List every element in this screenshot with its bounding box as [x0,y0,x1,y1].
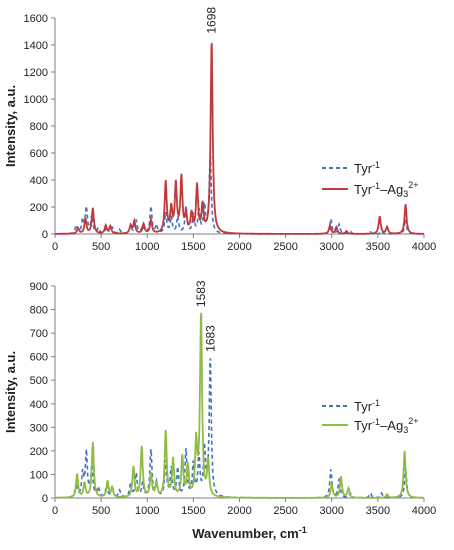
top-spectrum-chart: 0 200 400 600 800 1000 1200 1400 1600 0 500 1000 150… [3,7,436,253]
series-line-tyr-ag3 [55,42,424,235]
y-tick-label: 900 [30,281,48,293]
x-tick-label: 1000 [135,505,159,517]
x-tick-label: 3500 [366,241,390,253]
y-tick-label: 800 [30,121,48,133]
x-tick-label: 1500 [181,241,205,253]
y-tick-label: 0 [42,229,48,241]
peak-annotation: 1583 [194,280,208,307]
y-tick-label: 800 [30,305,48,317]
y-tick-label: 300 [30,422,48,434]
y-tick-label: 1000 [24,94,48,106]
x-axis-label: Wavenumber, cm-1 [192,525,306,541]
y-tick-label: 400 [30,175,48,187]
y-tick-label: 600 [30,148,48,160]
y-axis-label: Intensity, a.u. [3,351,18,433]
x-tick-label: 4000 [412,505,436,517]
x-tick-label: 2000 [227,241,251,253]
x-tick-label: 2500 [273,241,297,253]
legend-entry: Tyr-1 [354,160,380,176]
x-tick-label: 2000 [227,505,251,517]
y-tick-label: 700 [30,328,48,340]
y-tick-label: 200 [30,446,48,458]
y-tick-label: 100 [30,469,48,481]
peak-annotation: 1698 [205,7,219,34]
peak-annotation: 1683 [203,325,217,352]
y-tick-label: 1600 [24,13,48,25]
legend-entry: Tyr-1 [354,398,380,414]
x-tick-label: 4000 [412,241,436,253]
bottom-spectrum-chart: 0 100 200 300 400 500 600 700 800 900 0 500 1000 1500… [3,280,436,541]
x-tick-label: 0 [52,241,58,253]
x-tick-label: 1500 [181,505,205,517]
y-axis-label: Intensity, a.u. [3,85,18,167]
y-tick-label: 1400 [24,40,48,52]
x-tick-label: 1000 [135,241,159,253]
y-tick-label: 400 [30,399,48,411]
x-tick-label: 2500 [273,505,297,517]
x-tick-label: 3000 [320,505,344,517]
x-tick-label: 500 [92,241,110,253]
x-tick-label: 0 [52,505,58,517]
y-tick-label: 1200 [24,67,48,79]
y-tick-label: 600 [30,352,48,364]
x-tick-label: 3000 [320,241,344,253]
x-tick-label: 500 [92,505,110,517]
legend-entry: Tyr-1–Ag32+ [354,180,419,199]
y-tick-label: 200 [30,202,48,214]
x-tick-label: 3500 [366,505,390,517]
y-tick-label: 500 [30,375,48,387]
series-line-tyr-ag3 [55,312,424,499]
legend-entry: Tyr-1–Ag32+ [354,416,419,435]
y-tick-label: 0 [42,493,48,505]
